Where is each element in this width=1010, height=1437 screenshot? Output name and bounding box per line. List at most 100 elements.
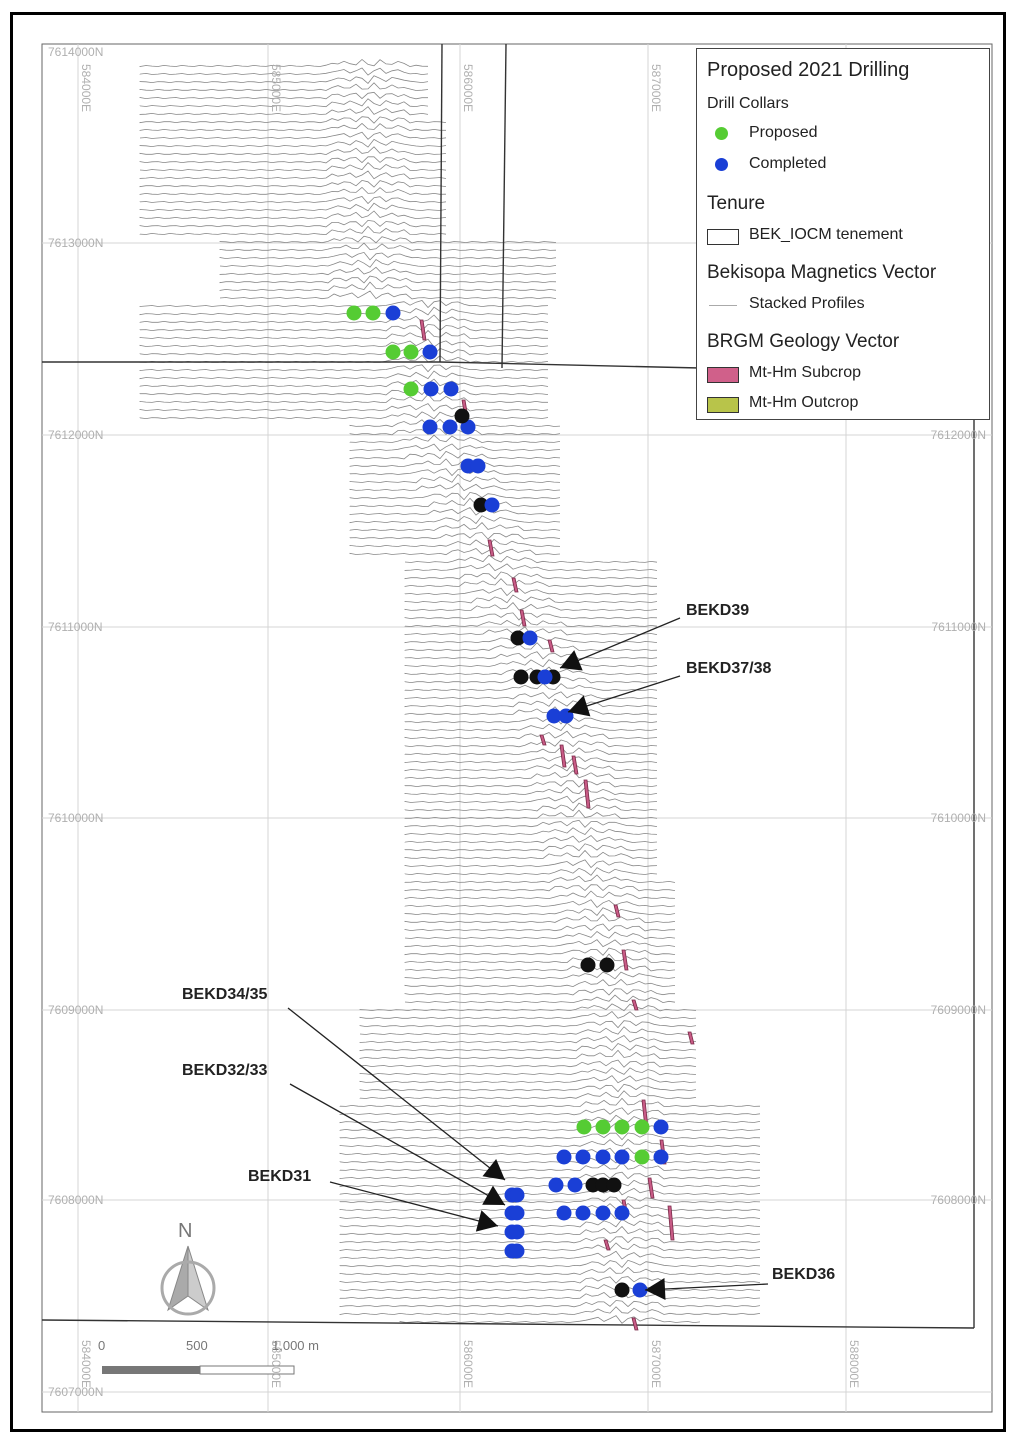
magnetic-profile-line: [404, 859, 658, 869]
magnetic-profile-line: [404, 755, 658, 765]
magnetic-profile-line: [339, 1306, 761, 1315]
completed-collar: [653, 1149, 669, 1165]
magnetic-profiles-layer: [139, 58, 761, 1324]
magnetic-profile-line: [404, 739, 658, 748]
magnetic-profile-line: [139, 170, 447, 180]
magnetic-profile-line: [404, 899, 676, 908]
magnetic-profile-line: [404, 795, 658, 804]
magnetic-profile-line: [219, 281, 557, 292]
mt-hm-subcrop: [613, 904, 621, 918]
magnetic-profile-line: [339, 1225, 761, 1236]
completed-collar: [546, 708, 562, 724]
mt-hm-subcrop: [539, 734, 547, 746]
magnetic-profile-line: [359, 1090, 697, 1099]
callout-arrowhead: [645, 1278, 666, 1301]
completed-collar: [575, 1149, 591, 1165]
magnetic-profile-line: [139, 179, 447, 188]
magnetic-profile-line: [339, 1161, 761, 1171]
completed-collar: [556, 1149, 572, 1165]
magnetic-profile-line: [139, 306, 549, 316]
mt-hm-subcrop: [631, 1317, 639, 1331]
magnetic-profile-line: [404, 978, 676, 988]
magnetic-profile-line: [404, 578, 657, 587]
legend-completed-label: Completed: [749, 155, 827, 172]
completed-collar: [522, 630, 538, 646]
magnetic-profile-line: [404, 971, 676, 980]
mt-hm-subcrop: [603, 1239, 611, 1251]
magnetic-profile-line: [404, 819, 658, 828]
magnetic-profile-line: [404, 618, 658, 627]
completed-collar: [509, 1187, 525, 1203]
magnetic-profile-line: [139, 116, 447, 124]
subcrop-swatch-icon: [707, 367, 739, 383]
magnetic-profile-line: [404, 953, 675, 964]
magnetic-profile-line: [219, 235, 557, 244]
collar-marker: [580, 957, 596, 973]
callout-leader-line: [287, 1007, 506, 1181]
magnetic-profile-line: [139, 146, 447, 156]
magnetic-profile-line: [404, 587, 658, 597]
magnetic-profile-line: [219, 275, 557, 284]
magnetic-profile-line: [404, 843, 658, 852]
completed-collar: [460, 419, 476, 435]
magnetic-profile-line: [404, 563, 658, 572]
magnetic-profile-line: [349, 450, 561, 460]
completed-collar: [509, 1205, 525, 1221]
completed-collar: [575, 1205, 591, 1221]
collar-marker: [599, 957, 615, 973]
legend-tenure-header: Tenure: [707, 193, 766, 214]
completed-collar: [509, 1224, 525, 1240]
legend-title: Proposed 2021 Drilling: [707, 59, 910, 81]
callout-leader-line: [289, 1083, 506, 1206]
scale-tick-1000: 1,000 m: [272, 1338, 319, 1353]
magnetic-profile-line: [404, 827, 658, 835]
easting-label-bottom: 586000E: [461, 1340, 475, 1388]
proposed-collar: [634, 1119, 650, 1135]
mt-hm-subcrop: [487, 539, 495, 557]
magnetic-profile-line: [349, 522, 561, 532]
magnetic-profile-line: [339, 1290, 761, 1300]
magnetic-profile-line: [139, 300, 549, 309]
mt-hm-subcrop: [621, 949, 629, 971]
magnetic-profile-line: [404, 730, 658, 740]
tenement-swatch-icon: [707, 229, 739, 245]
mt-hm-subcrop: [631, 999, 639, 1011]
easting-label-bottom: 587000E: [649, 1340, 663, 1388]
magnetic-profile-line: [349, 473, 561, 484]
mt-hm-subcrop: [559, 744, 567, 768]
northing-label-left: 7607000N: [48, 1385, 103, 1399]
completed-collar: [443, 381, 459, 397]
magnetic-profile-line: [349, 497, 561, 508]
magnetic-profile-line: [404, 890, 676, 900]
magnetic-profile-line: [404, 626, 658, 636]
proposed-collar: [346, 305, 362, 321]
callout-arrowhead: [482, 1185, 505, 1205]
magnetic-profile-line: [404, 988, 675, 996]
magnetic-profile-line: [404, 602, 658, 611]
magnetic-profile-line: [139, 219, 447, 228]
legend-profiles-label: Stacked Profiles: [749, 295, 865, 312]
completed-collar: [422, 344, 438, 360]
magnetic-profile-line: [339, 1122, 761, 1131]
magnetic-profile-line: [404, 642, 658, 651]
magnetic-profile-line: [359, 1075, 697, 1084]
legend-subcrop-label: Mt-Hm Subcrop: [749, 364, 862, 381]
magnetic-profile-line: [339, 1250, 761, 1260]
magnetic-profile-line: [339, 1178, 761, 1188]
magnetic-profile-line: [349, 491, 561, 501]
magnetic-profile-line: [359, 1067, 697, 1076]
magnetic-profile-line: [139, 75, 429, 84]
proposed-collar: [403, 344, 419, 360]
tenement-boundary: [501, 43, 507, 369]
mt-hm-subcrop: [667, 1205, 675, 1241]
magnetic-profile-line: [339, 1138, 761, 1147]
magnetic-profile-line: [339, 1107, 761, 1116]
magnetic-profile-line: [404, 809, 658, 820]
magnetic-profile-line: [359, 1026, 697, 1035]
magnetic-profile-line: [139, 323, 549, 332]
proposed-collar: [365, 305, 381, 321]
magnetic-profile-line: [349, 458, 561, 467]
easting-label-bottom: 584000E: [79, 1340, 93, 1388]
mt-hm-subcrop: [687, 1031, 695, 1045]
